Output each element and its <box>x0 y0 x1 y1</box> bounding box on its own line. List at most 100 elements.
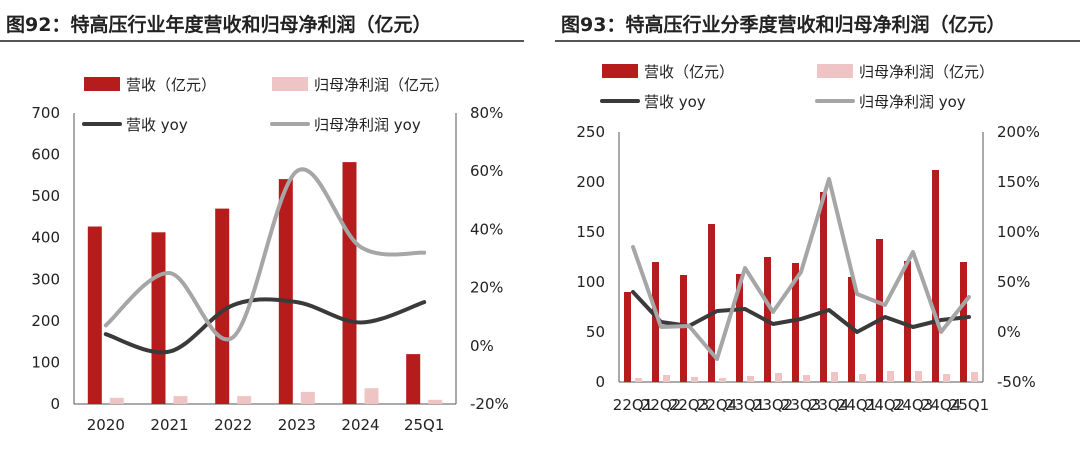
bar <box>680 275 687 382</box>
series-line <box>103 167 427 342</box>
bar <box>775 373 782 382</box>
x-tick-label: 24Q3 <box>893 396 933 414</box>
y2-tick-label: 0% <box>470 337 494 355</box>
bar <box>960 262 967 382</box>
x-tick-label: 23Q2 <box>753 396 793 414</box>
x-tick-label: 24Q1 <box>837 396 877 414</box>
x-tick-label: 24Q2 <box>865 396 905 414</box>
legend-label: 营收 yoy <box>644 93 706 111</box>
x-tick-label: 25Q1 <box>404 416 444 434</box>
y2-tick-label: 20% <box>470 279 503 297</box>
bar <box>904 261 911 382</box>
legend-label: 归母净利润（亿元） <box>859 63 994 81</box>
x-tick-label: 22Q3 <box>669 396 709 414</box>
bar <box>708 224 715 382</box>
bar <box>215 208 230 404</box>
bar <box>173 396 188 404</box>
x-tick-label: 25Q1 <box>949 396 989 414</box>
title-divider <box>0 40 524 42</box>
legend-label: 归母净利润 yoy <box>859 93 966 111</box>
x-tick-label: 2022 <box>214 416 252 434</box>
bar <box>915 371 922 382</box>
bar <box>635 378 642 382</box>
x-tick-label: 22Q1 <box>613 396 653 414</box>
annual-chart-panel: 图92：特高压行业年度营收和归母净利润（亿元） 0 100 200 300 400 500… <box>0 0 524 456</box>
y2-tick-label: 150% <box>997 173 1040 191</box>
x-tick-label: 23Q4 <box>809 396 849 414</box>
bar <box>971 372 978 382</box>
y2-tick-label: 100% <box>997 223 1040 241</box>
y2-tick-label: -50% <box>997 373 1036 391</box>
series-line <box>631 177 971 361</box>
x-tick-label: 2021 <box>150 416 188 434</box>
quarterly-chart: 0 50 100 150 200 250 -50% 0% 50% 100% 150% 200% 22Q1… <box>576 63 1040 414</box>
bar <box>624 292 631 382</box>
y2-tick-label: 60% <box>470 162 503 180</box>
bar <box>109 397 124 404</box>
legend-label: 营收 yoy <box>126 116 188 134</box>
y-tick-label: 0 <box>50 395 60 413</box>
bar <box>820 192 827 382</box>
bar <box>364 388 379 404</box>
bar <box>151 232 166 404</box>
legend-swatch <box>84 77 120 91</box>
legend-label: 归母净利润 yoy <box>314 116 421 134</box>
bar <box>652 262 659 382</box>
bar <box>300 391 315 404</box>
y2-tick-label: 0% <box>997 323 1021 341</box>
annual-chart: 0 100 200 300 400 500 600 700 -20% 0% 20% 40% 60% 80%… <box>31 76 509 434</box>
x-tick-label: 23Q1 <box>725 396 765 414</box>
y-tick-label: 400 <box>31 229 60 247</box>
chart-title: 图93：特高压行业分季度营收和归母净利润（亿元） <box>561 14 1006 36</box>
bar <box>278 179 293 404</box>
legend-swatch <box>272 77 308 91</box>
bar <box>691 377 698 382</box>
y-tick-label: 200 <box>576 173 605 191</box>
x-tick-label: 22Q4 <box>697 396 737 414</box>
bar <box>887 371 894 382</box>
x-tick-label: 23Q3 <box>781 396 821 414</box>
x-tick-label: 24Q4 <box>921 396 961 414</box>
bar <box>831 372 838 382</box>
bar <box>237 396 252 404</box>
y2-tick-label: 50% <box>997 273 1030 291</box>
y-tick-label: 300 <box>31 270 60 288</box>
x-tick-label: 2024 <box>341 416 379 434</box>
bar <box>406 354 421 404</box>
bar <box>719 378 726 382</box>
y2-tick-label: 80% <box>470 104 503 122</box>
y2-tick-label: -20% <box>470 395 509 413</box>
legend-label: 归母净利润（亿元） <box>314 76 449 94</box>
bar <box>428 399 443 404</box>
bar <box>943 374 950 382</box>
y-tick-label: 50 <box>586 323 605 341</box>
bar <box>932 170 939 382</box>
y-tick-label: 200 <box>31 312 60 330</box>
y-tick-label: 500 <box>31 187 60 205</box>
y-tick-label: 700 <box>31 104 60 122</box>
legend-swatch <box>817 64 853 78</box>
bar <box>792 263 799 382</box>
bar <box>87 226 102 404</box>
bar <box>736 274 743 382</box>
x-tick-label: 2020 <box>87 416 125 434</box>
legend-label: 营收（亿元） <box>126 76 216 94</box>
y-tick-label: 600 <box>31 146 60 164</box>
bar <box>663 375 670 382</box>
legend-swatch <box>602 64 638 78</box>
bar <box>803 375 810 382</box>
y2-tick-label: 200% <box>997 123 1040 141</box>
chart-title: 图92：特高压行业年度营收和归母净利润（亿元） <box>6 14 432 36</box>
quarterly-chart-panel: 图93：特高压行业分季度营收和归母净利润（亿元） 0 50 100 150 200 250… <box>555 0 1080 456</box>
legend-label: 营收（亿元） <box>644 63 734 81</box>
title-divider <box>555 40 1080 42</box>
series-line <box>103 297 427 355</box>
y-tick-label: 250 <box>576 123 605 141</box>
y2-tick-label: 40% <box>470 220 503 238</box>
y-tick-label: 150 <box>576 223 605 241</box>
y-tick-label: 100 <box>576 273 605 291</box>
bar <box>747 376 754 382</box>
bar <box>342 162 357 404</box>
y-tick-label: 100 <box>31 353 60 371</box>
